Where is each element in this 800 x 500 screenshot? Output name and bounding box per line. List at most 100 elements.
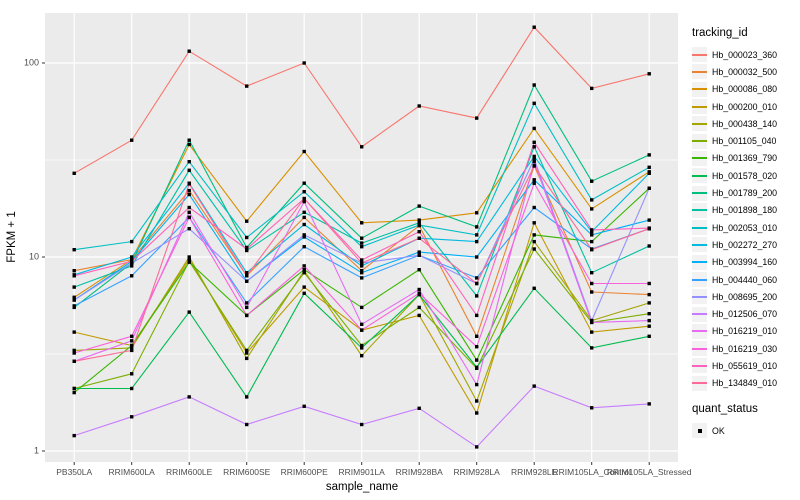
data-point xyxy=(532,178,536,182)
data-point xyxy=(72,330,76,334)
data-point xyxy=(302,181,306,185)
line-swatch-icon xyxy=(692,209,707,212)
legend-item-label: Hb_055619_010 xyxy=(712,360,778,371)
legend-item-Hb_016219_010: Hb_016219_010 xyxy=(692,323,798,340)
data-point xyxy=(72,285,76,289)
line-swatch-icon xyxy=(692,192,707,195)
data-point xyxy=(532,154,536,159)
data-point xyxy=(417,291,421,295)
legend-item-label: Hb_004440_060 xyxy=(712,274,778,285)
legend-key xyxy=(692,220,707,236)
data-point xyxy=(647,402,651,406)
legend-tracking-items: Hb_000023_360 Hb_000032_500 Hb_000086_080 H… xyxy=(692,46,798,392)
data-point xyxy=(647,292,651,297)
data-point xyxy=(302,61,306,65)
data-point xyxy=(302,268,306,272)
data-point xyxy=(647,244,651,248)
data-point xyxy=(475,233,479,237)
data-point xyxy=(647,171,651,175)
data-point xyxy=(130,348,134,353)
data-point xyxy=(187,215,191,220)
line-swatch-icon xyxy=(692,140,707,143)
line-swatch-icon xyxy=(692,382,707,385)
data-point xyxy=(475,445,479,449)
data-point xyxy=(532,164,536,168)
data-point xyxy=(245,301,249,305)
legend-item-Hb_055619_010: Hb_055619_010 xyxy=(692,357,798,374)
data-point xyxy=(590,290,594,294)
data-point xyxy=(590,271,594,275)
legend-key xyxy=(692,81,707,97)
data-point xyxy=(187,257,191,262)
data-point xyxy=(417,104,421,108)
data-point xyxy=(360,269,364,273)
x-tick-label: RRIM105LA_Stressed xyxy=(606,467,692,477)
data-point xyxy=(360,422,364,427)
data-point xyxy=(360,245,364,249)
data-point xyxy=(360,305,364,310)
data-point xyxy=(360,261,364,265)
data-point xyxy=(72,359,76,363)
data-point xyxy=(417,313,421,318)
data-point xyxy=(245,274,249,278)
legend-key xyxy=(692,133,707,149)
data-point xyxy=(417,268,421,272)
data-point xyxy=(130,346,134,350)
data-point xyxy=(245,271,249,275)
data-point xyxy=(475,281,479,286)
legend-key xyxy=(692,306,707,322)
data-point xyxy=(417,204,421,208)
data-point xyxy=(360,354,364,358)
legend-item-label: Hb_016219_030 xyxy=(712,343,778,354)
x-tick-label: RRIM600SE xyxy=(223,467,271,477)
legend-item-label: Hb_000086_080 xyxy=(712,84,778,95)
data-point xyxy=(475,255,479,259)
data-point xyxy=(302,210,306,214)
legend-key xyxy=(692,423,707,439)
legend-item-label: Hb_000438_140 xyxy=(712,118,778,129)
data-point xyxy=(532,181,536,185)
data-point xyxy=(130,339,134,343)
legend-item-label: Hb_134849_010 xyxy=(712,378,778,389)
line-swatch-icon xyxy=(692,157,707,160)
legend-key xyxy=(692,289,707,305)
data-point xyxy=(187,49,191,53)
data-point xyxy=(72,298,76,302)
data-point xyxy=(475,365,479,369)
data-point xyxy=(245,235,249,240)
data-point xyxy=(590,320,594,325)
data-point xyxy=(187,188,191,193)
data-point xyxy=(417,250,421,254)
data-point xyxy=(532,25,536,29)
data-point xyxy=(302,271,306,275)
data-point xyxy=(647,318,651,323)
data-point xyxy=(532,233,536,237)
legend: tracking_id Hb_000023_360 Hb_000032_500 Hb… xyxy=(692,27,798,439)
y-tick-label: 10 xyxy=(28,251,39,262)
data-point xyxy=(187,210,191,214)
data-point xyxy=(532,286,536,290)
data-point xyxy=(647,312,651,316)
data-point xyxy=(417,253,421,257)
data-point xyxy=(187,160,191,164)
line-swatch-icon xyxy=(692,313,707,316)
data-point xyxy=(130,274,134,278)
x-tick-label: RRIM105LA_Control xyxy=(552,467,631,477)
data-point xyxy=(590,406,594,410)
legend-key xyxy=(692,375,707,391)
data-point xyxy=(590,228,594,232)
data-point xyxy=(647,165,651,169)
line-swatch-icon xyxy=(692,278,707,281)
data-point xyxy=(590,207,594,211)
legend-item-label: Hb_000023_360 xyxy=(712,49,778,60)
data-point xyxy=(72,269,76,273)
data-point xyxy=(360,276,364,280)
data-point xyxy=(532,126,536,131)
legend-key xyxy=(692,116,707,132)
data-point xyxy=(360,264,364,268)
data-point xyxy=(245,84,249,88)
data-point xyxy=(532,205,536,210)
data-point xyxy=(130,334,134,338)
data-point xyxy=(475,116,479,120)
